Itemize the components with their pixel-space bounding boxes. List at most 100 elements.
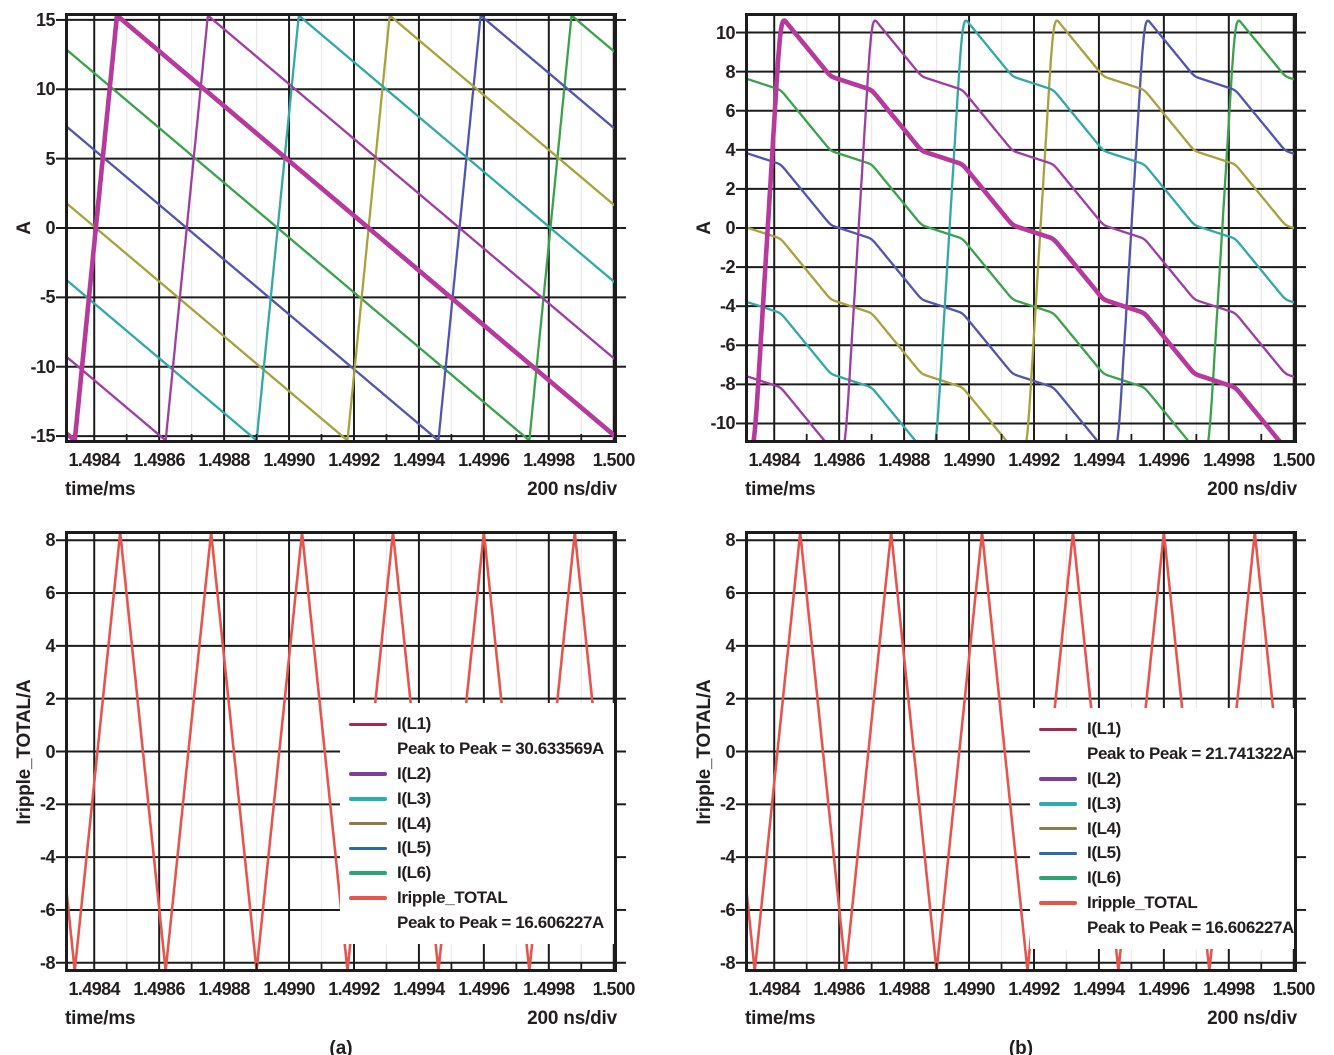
y-tick-label: 15: [35, 9, 56, 30]
x-tick-label: 1.4998: [1203, 979, 1255, 999]
legend-swatch: [349, 796, 387, 801]
x-axis-scale-note: 200 ns/div: [1207, 1008, 1297, 1029]
x-tick-label: 1.4992: [1008, 450, 1060, 470]
x-tick-label: 1.4988: [878, 450, 930, 470]
y-tick-label: 5: [45, 148, 55, 169]
legend-label: I(L6): [397, 863, 431, 883]
x-tick-label: 1.4996: [458, 979, 510, 999]
y-tick-label: 6: [725, 100, 735, 121]
legend-swatch: [1039, 901, 1077, 905]
legend-label: Peak to Peak = 21.741322A: [1087, 744, 1294, 764]
legend-item-i-l6-: I(L6): [1030, 866, 1304, 891]
y-tick-label: 4: [725, 139, 735, 160]
y-tick-label: -8: [719, 952, 736, 973]
legend-item-i-l1-: I(L1): [340, 712, 642, 737]
y-tick-label: -10: [710, 413, 735, 434]
y-tick-label: 4: [725, 635, 735, 656]
plot-total-ripple-uncoupled: Iripple_TOTAL/A I(L1) Peak to Peak = 30.6…: [14, 530, 642, 1055]
series-i-l5-: [65, 14, 617, 442]
x-axis-scale-note: 200 ns/div: [527, 1008, 617, 1029]
legend-item-i-l4-: I(L4): [340, 811, 642, 836]
y-tick-label: 10: [35, 79, 56, 100]
y-tick-label: -4: [39, 847, 56, 868]
legend-item-i-l3-: I(L3): [1030, 791, 1304, 816]
y-tick-label: 8: [725, 530, 735, 551]
x-tick-label: 1.4996: [458, 450, 510, 470]
legend-label: Iripple_TOTAL: [1087, 892, 1198, 912]
x-tick-label: 1.4998: [523, 450, 575, 470]
y-tick-label: 2: [725, 178, 735, 199]
x-tick-label: 1.4984: [68, 979, 121, 999]
plot-area: [65, 13, 617, 443]
plot-phase-currents-coupled: A time/ms 200 ns/div 1.4984 1.4986 1.4988 1…: [694, 13, 1315, 500]
x-tick-label: 1.4994: [393, 979, 445, 999]
y-tick-label: -2: [719, 794, 736, 815]
series-i-l6-: [745, 19, 1297, 443]
x-tick-label: 1.4996: [1138, 450, 1190, 470]
x-tick-label: 1.4994: [1073, 450, 1125, 470]
legend-swatch: [349, 896, 387, 900]
y-tick-label: -6: [719, 335, 736, 356]
legend-label: I(L4): [1087, 818, 1121, 838]
x-tick-label: 1.4994: [1073, 979, 1125, 999]
y-tick-label: 10: [715, 22, 736, 43]
legend-label: I(L3): [1087, 793, 1121, 813]
legend-label: I(L3): [397, 788, 431, 808]
legend-swatch: [1039, 801, 1077, 806]
y-tick-label: 8: [725, 61, 735, 82]
x-tick-label: 1.4990: [943, 450, 995, 470]
y-tick-label: 4: [45, 635, 55, 656]
legend-label: Peak to Peak = 16.606227A: [1087, 917, 1294, 937]
y-tick-label: 0: [45, 218, 55, 238]
y-tick-label: -8: [39, 952, 56, 973]
legend-label: Peak to Peak = 30.633569A: [397, 739, 604, 759]
x-tick-label: 1.4992: [328, 979, 380, 999]
y-tick-label: -6: [39, 899, 56, 920]
series-i-l5-: [745, 19, 1297, 443]
series-i-l4-: [745, 19, 1297, 443]
legend-label: Peak to Peak = 16.606227A: [397, 912, 604, 932]
legend-item-iripple-total: Iripple_TOTAL: [1030, 891, 1304, 916]
series-i-l2-: [65, 14, 617, 442]
legend-label: I(L1): [1087, 719, 1121, 739]
legend-item-peak-to-peak-21-741322a: Peak to Peak = 21.741322A: [1030, 742, 1304, 767]
legend-swatch: [1039, 851, 1077, 856]
x-tick-label: 1.4990: [943, 979, 995, 999]
legend-item-iripple-total: Iripple_TOTAL: [340, 886, 642, 911]
legend-label: Iripple_TOTAL: [397, 887, 508, 907]
legend-swatch: [349, 722, 387, 727]
x-tick-label: 1.4992: [328, 450, 380, 470]
series-i-l1-: [750, 18, 1284, 443]
x-tick-label: 1.500: [1272, 450, 1316, 470]
x-axis-scale-note: 200 ns/div: [1207, 479, 1297, 500]
legend-label: I(L2): [397, 763, 431, 783]
x-tick-label: 1.4990: [263, 450, 315, 470]
series-i-l3-: [65, 14, 617, 442]
x-tick-label: 1.4988: [878, 979, 930, 999]
series-i-l2-: [745, 19, 1297, 443]
x-axis-scale-note: 200 ns/div: [527, 479, 617, 500]
legend-item-i-l4-: I(L4): [1030, 816, 1304, 841]
legend-label: I(L1): [397, 714, 431, 734]
y-tick-label: -4: [719, 296, 736, 317]
y-tick-label: 6: [725, 583, 735, 604]
x-axis-title: time/ms: [65, 479, 136, 500]
y-tick-label: -4: [719, 847, 736, 868]
legend-item-peak-to-peak-30-633569a: Peak to Peak = 30.633569A: [340, 737, 642, 762]
y-tick-label: -6: [719, 899, 736, 920]
legend-label: I(L6): [1087, 868, 1121, 888]
legend-swatch: [1039, 826, 1077, 831]
y-tick-label: -2: [719, 257, 736, 278]
y-tick-label: -10: [30, 356, 55, 377]
x-tick-label: 1.4992: [1008, 979, 1060, 999]
series-i-l1-: [65, 13, 617, 443]
legend-swatch: [349, 821, 387, 826]
subfigure-caption: (a): [329, 1038, 353, 1055]
plot-total-ripple-coupled: Iripple_TOTAL/A I(L1) Peak to Peak = 21.7…: [694, 530, 1315, 1055]
plot-area: [745, 13, 1297, 443]
legend-swatch: [349, 871, 387, 875]
x-tick-label: 1.4996: [1138, 979, 1190, 999]
legend-swatch: [349, 846, 387, 851]
legend-box: I(L1) Peak to Peak = 21.741322A I(L2) I(L3)…: [1030, 708, 1304, 950]
